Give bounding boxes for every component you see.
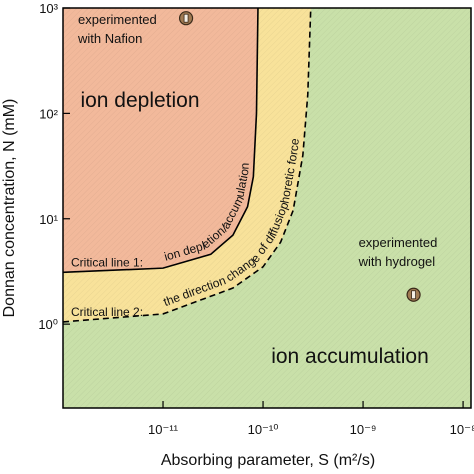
line-name: Critical line 2:	[71, 305, 143, 319]
plot-frame	[62, 7, 472, 409]
point-icon	[183, 13, 189, 23]
y-tick-label: 10⁰	[38, 317, 58, 332]
x-tick-label: 10⁻⁸	[450, 422, 474, 437]
point-label: with Nafion	[77, 31, 142, 46]
point-icon	[411, 290, 416, 300]
y-tick-label: 10³	[39, 1, 58, 16]
critical-line	[63, 8, 312, 323]
region-label: ion accumulation	[271, 345, 429, 368]
y-tick-label: 10²	[39, 106, 58, 121]
point-label: with hydrogel	[358, 254, 436, 269]
point-label: experimented	[359, 235, 438, 250]
hatch-texture	[63, 8, 471, 408]
x-tick-label: 10⁻¹⁰	[248, 422, 279, 437]
region-label: ion depletion	[80, 89, 199, 112]
x-axis-label: Absorbing parameter, S (m²/s)	[161, 452, 375, 469]
y-axis-label: Donnan concentration, N (mM)	[1, 99, 18, 318]
critical-line	[63, 8, 259, 274]
line-name: Critical line 1:	[71, 255, 143, 269]
point-label: experimented	[78, 12, 157, 27]
x-tick-label: 10⁻¹¹	[148, 422, 179, 437]
y-tick-label: 10¹	[39, 212, 58, 227]
x-tick-label: 10⁻⁹	[350, 422, 377, 437]
plot-area	[63, 8, 471, 408]
